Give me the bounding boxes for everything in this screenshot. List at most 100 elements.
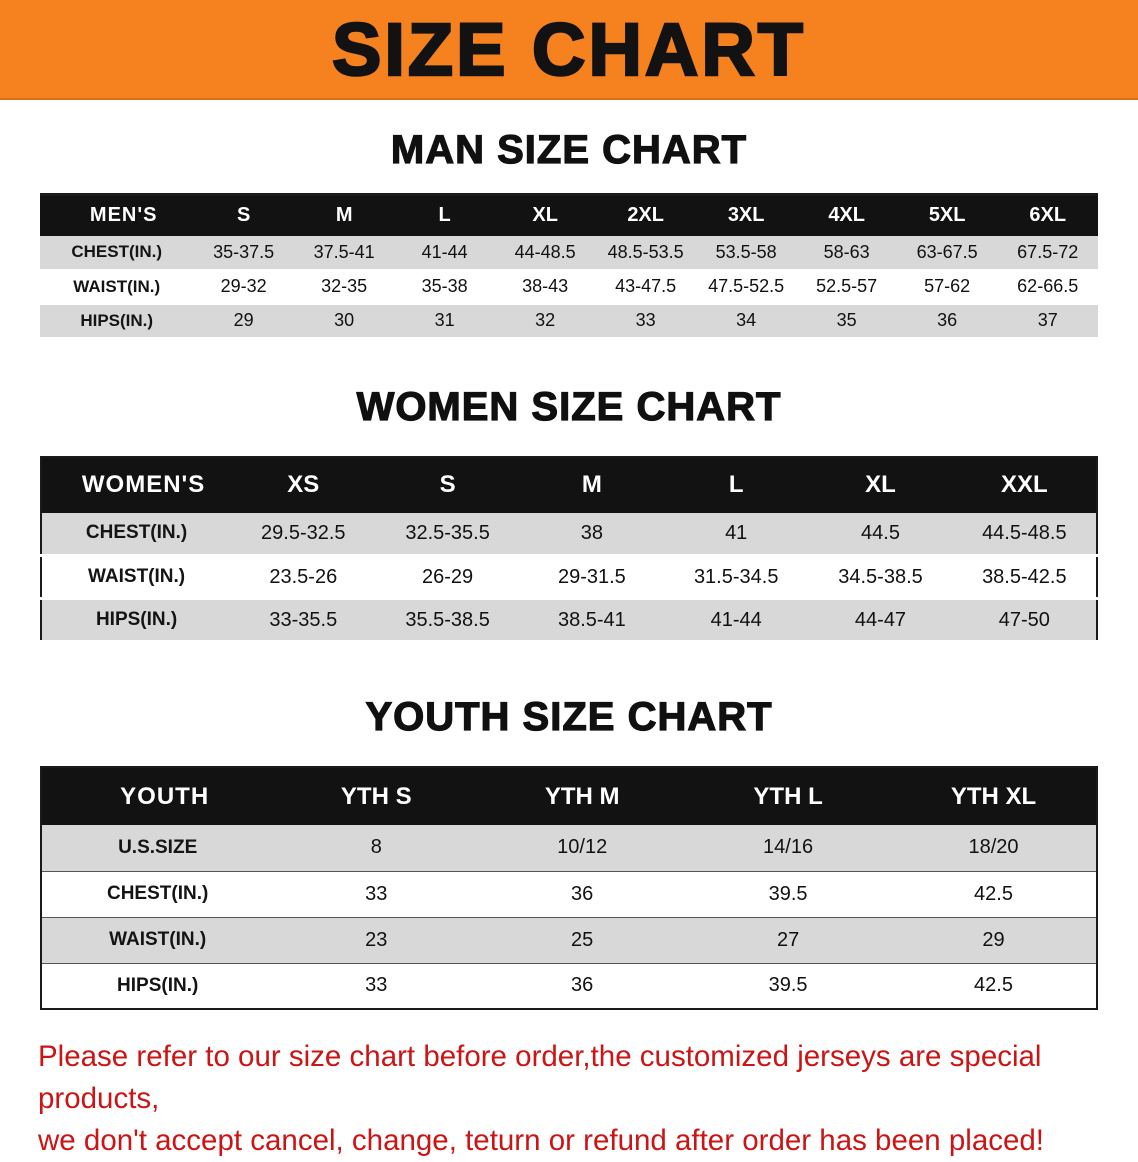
- table-cell: 63-67.5: [896, 235, 998, 270]
- table-cell: 35.5-38.5: [375, 598, 520, 642]
- table-cell: 47-50: [952, 598, 1097, 642]
- table-cell: 41: [664, 512, 809, 556]
- table-cell: 53.5-58: [695, 235, 797, 270]
- row-label: CHEST(IN.): [41, 512, 232, 556]
- table-cell: 32.5-35.5: [375, 512, 520, 556]
- column-header-4xl: 4XL: [796, 194, 897, 236]
- youth-chest-row: CHEST(IN.) 33 36 39.5 42.5: [41, 871, 1097, 917]
- column-header-6xl: 6XL: [997, 194, 1098, 236]
- table-cell: 39.5: [685, 871, 892, 917]
- table-cell: 42.5: [891, 963, 1097, 1009]
- table-cell: 31: [394, 303, 495, 338]
- women-section-title: WOMEN SIZE CHART: [356, 384, 782, 429]
- table-cell: 47.5-52.5: [695, 269, 797, 304]
- table-cell: 42.5: [891, 871, 1097, 917]
- column-header-2xl: 2XL: [595, 194, 696, 236]
- column-header-yth-m: YTH M: [479, 767, 686, 825]
- row-label: HIPS(IN.): [40, 303, 194, 338]
- table-cell: 31.5-34.5: [664, 555, 809, 599]
- table-cell: 23: [273, 917, 480, 963]
- table-cell: 33-35.5: [231, 598, 376, 642]
- table-cell: 26-29: [375, 555, 520, 599]
- column-header-xxl: XXL: [952, 456, 1097, 513]
- table-cell: 29.5-32.5: [231, 512, 376, 556]
- women-header-row: WOMEN'S XS S M L XL XXL: [41, 456, 1097, 513]
- youth-size-table: YOUTH YTH S YTH M YTH L YTH XL U.S.SIZE …: [40, 766, 1098, 1010]
- table-cell: 33: [595, 303, 696, 338]
- table-cell: 33: [273, 871, 480, 917]
- column-header-m: M: [519, 456, 665, 513]
- row-label: HIPS(IN.): [41, 963, 274, 1009]
- table-cell: 52.5-57: [796, 269, 897, 304]
- table-cell: 35-37.5: [193, 235, 294, 270]
- table-cell: 57-62: [896, 269, 998, 304]
- column-header-yth-s: YTH S: [273, 767, 480, 825]
- banner-title: SIZE CHART: [331, 6, 806, 92]
- table-cell: 43-47.5: [595, 269, 696, 304]
- table-cell: 48.5-53.5: [595, 235, 696, 270]
- disclaimer-line-2: we don't accept cancel, change, teturn o…: [38, 1123, 1044, 1157]
- table-cell: 58-63: [796, 235, 897, 270]
- row-label: CHEST(IN.): [40, 235, 194, 270]
- table-cell: 62-66.5: [997, 269, 1098, 304]
- disclaimer-text: Please refer to our size chart before or…: [38, 1036, 1108, 1162]
- table-cell: 44-47: [808, 598, 953, 642]
- table-cell: 23.5-26: [231, 555, 376, 599]
- women-chest-row: CHEST(IN.) 29.5-32.5 32.5-35.5 38 41 44.…: [41, 512, 1097, 556]
- table-cell: 35: [796, 303, 897, 338]
- table-cell: 35-38: [394, 269, 495, 304]
- table-cell: 34.5-38.5: [808, 555, 953, 599]
- men-chest-row: CHEST(IN.) 35-37.5 37.5-41 41-44 44-48.5…: [40, 235, 1098, 270]
- disclaimer-line-1: Please refer to our size chart before or…: [38, 1040, 1042, 1115]
- table-cell: 36: [479, 871, 686, 917]
- table-cell: 32-35: [293, 269, 395, 304]
- column-header-m: M: [293, 194, 395, 236]
- men-section-title: MAN SIZE CHART: [390, 127, 748, 172]
- table-cell: 44.5: [808, 512, 953, 556]
- column-header-xs: XS: [231, 456, 376, 513]
- table-cell: 38.5-42.5: [952, 555, 1097, 599]
- table-cell: 29: [891, 917, 1097, 963]
- column-header-l: L: [664, 456, 809, 513]
- youth-section-title: YOUTH SIZE CHART: [365, 694, 773, 739]
- table-cell: 44-48.5: [494, 235, 596, 270]
- table-cell: 29-31.5: [519, 555, 665, 599]
- youth-ussize-row: U.S.SIZE 8 10/12 14/16 18/20: [41, 825, 1097, 871]
- column-header-l: L: [394, 194, 495, 236]
- column-header-s: S: [193, 194, 294, 236]
- table-cell: 29-32: [193, 269, 294, 304]
- column-header-3xl: 3XL: [695, 194, 797, 236]
- women-hips-row: HIPS(IN.) 33-35.5 35.5-38.5 38.5-41 41-4…: [41, 598, 1097, 642]
- men-size-table: MEN'S S M L XL 2XL 3XL 4XL 5XL 6XL CHEST…: [40, 193, 1098, 339]
- men-table-title: MEN'S: [40, 194, 194, 236]
- table-cell: 44.5-48.5: [952, 512, 1097, 556]
- row-label: WAIST(IN.): [40, 269, 194, 304]
- table-cell: 38: [519, 512, 665, 556]
- women-waist-row: WAIST(IN.) 23.5-26 26-29 29-31.5 31.5-34…: [41, 555, 1097, 599]
- column-header-xl: XL: [494, 194, 596, 236]
- column-header-yth-l: YTH L: [685, 767, 892, 825]
- row-label: WAIST(IN.): [41, 555, 232, 599]
- youth-hips-row: HIPS(IN.) 33 36 39.5 42.5: [41, 963, 1097, 1009]
- row-label: HIPS(IN.): [41, 598, 232, 642]
- men-waist-row: WAIST(IN.) 29-32 32-35 35-38 38-43 43-47…: [40, 269, 1098, 304]
- men-header-row: MEN'S S M L XL 2XL 3XL 4XL 5XL 6XL: [40, 194, 1098, 236]
- table-cell: 38.5-41: [519, 598, 665, 642]
- column-header-yth-xl: YTH XL: [891, 767, 1097, 825]
- youth-waist-row: WAIST(IN.) 23 25 27 29: [41, 917, 1097, 963]
- table-cell: 37: [997, 303, 1098, 338]
- table-cell: 41-44: [394, 235, 495, 270]
- table-cell: 25: [479, 917, 686, 963]
- table-cell: 36: [896, 303, 998, 338]
- row-label: WAIST(IN.): [41, 917, 274, 963]
- size-chart-banner: SIZE CHART: [0, 0, 1138, 100]
- table-cell: 39.5: [685, 963, 892, 1009]
- table-cell: 33: [273, 963, 480, 1009]
- row-label: U.S.SIZE: [41, 825, 274, 871]
- table-cell: 34: [695, 303, 797, 338]
- table-cell: 38-43: [494, 269, 596, 304]
- table-cell: 14/16: [685, 825, 892, 871]
- youth-table-title: YOUTH: [41, 767, 274, 825]
- column-header-5xl: 5XL: [896, 194, 998, 236]
- column-header-xl: XL: [808, 456, 953, 513]
